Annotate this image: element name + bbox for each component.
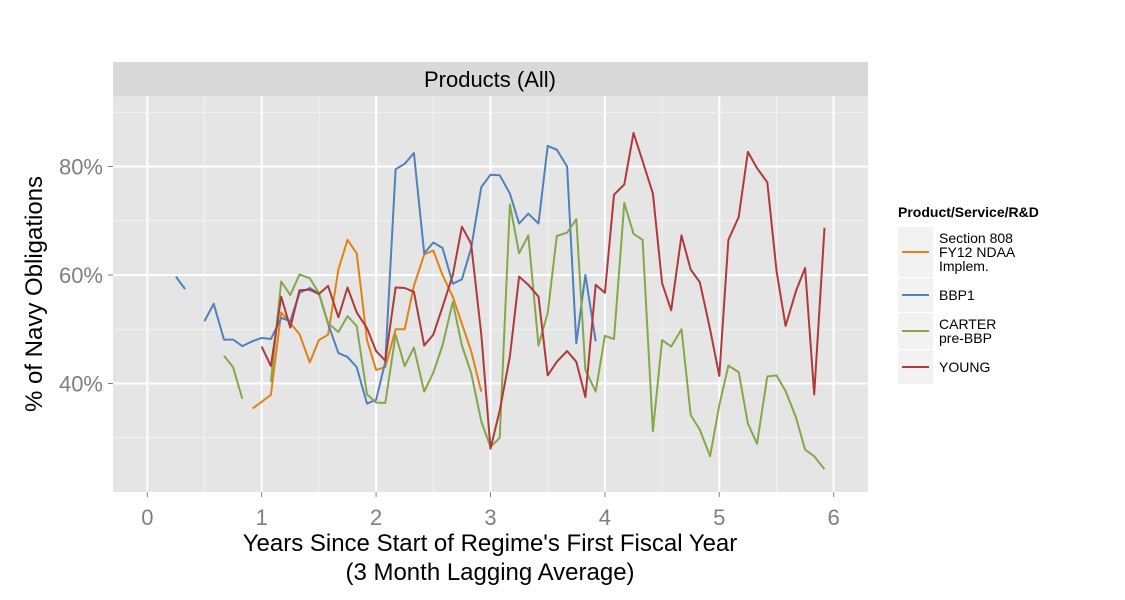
legend-label: Section 808 (939, 230, 1013, 246)
y-tick-label: 40% (59, 372, 103, 397)
x-axis: 0 1 2 3 4 5 6 (141, 492, 840, 530)
y-axis-title: % of Navy Obligations (21, 176, 48, 412)
legend-label: FY12 NDAA (939, 244, 1016, 260)
facet-title: Products (All) (424, 67, 556, 92)
legend-label: YOUNG (939, 359, 990, 375)
series-line-carter-pre-bbp (269, 201, 826, 470)
legend-label: Implem. (939, 258, 989, 274)
legend-label: CARTER (939, 316, 996, 332)
series-line-young (260, 131, 826, 450)
legend-label: BBP1 (939, 287, 975, 303)
y-tick-label: 60% (59, 263, 103, 288)
x-tick-label: 1 (256, 505, 268, 530)
x-tick-label: 2 (370, 505, 382, 530)
x-axis-title-line-1: Years Since Start of Regime's First Fisc… (243, 530, 738, 557)
y-tick-label: 80% (59, 155, 103, 180)
series-line-bbp1 (175, 276, 186, 290)
x-tick-label: 6 (828, 505, 840, 530)
legend-title: Product/Service/R&D (898, 204, 1039, 220)
x-axis-title-line-2: (3 Month Lagging Average) (345, 559, 634, 586)
x-tick-label: 5 (713, 505, 725, 530)
series-line-bbp1 (203, 144, 597, 405)
series-layer (175, 131, 826, 470)
x-tick-label: 3 (484, 505, 496, 530)
series-line-section-808-fy12-ndaa-implem (252, 238, 483, 410)
y-axis: 40% 60% 80% (59, 155, 113, 397)
x-tick-label: 0 (141, 505, 153, 530)
facet-strip (113, 62, 868, 96)
legend-label: pre-BBP (939, 330, 992, 346)
x-tick-label: 4 (599, 505, 611, 530)
series-line-carter-pre-bbp (223, 355, 244, 399)
